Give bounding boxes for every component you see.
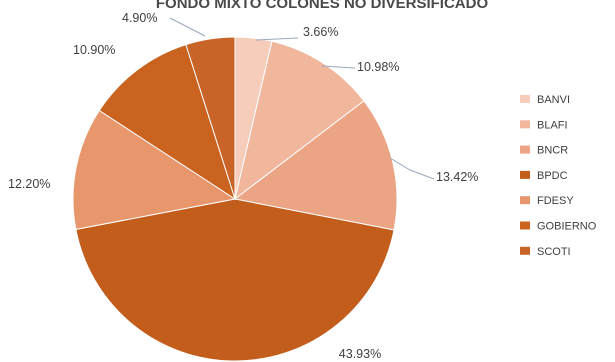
leader-line-bncr <box>389 157 435 180</box>
leader-line-scoti <box>169 17 206 37</box>
legend-swatch-bpdc <box>520 170 530 179</box>
pie-slice-gobierno <box>98 43 236 201</box>
data-label-banvi: 3.66% <box>303 25 338 39</box>
data-label-fdesy: 12.20% <box>8 177 50 191</box>
pie-slice-fdesy <box>72 109 237 230</box>
legend-label-fdesy: FDESY <box>537 195 574 207</box>
legend-swatch-gobierno <box>520 221 530 230</box>
legend-swatch-blafi <box>520 120 530 129</box>
pie-slices <box>72 36 398 362</box>
legend-label-gobierno: GOBIERNO <box>537 221 597 233</box>
legend-label-blafi: BLAFI <box>537 119 568 131</box>
legend-swatch-scoti <box>520 246 530 255</box>
legend-label-scoti: SCOTI <box>537 246 571 258</box>
legend-label-bncr: BNCR <box>537 145 568 157</box>
legend: BANVI BLAFI BNCR BPDC FDESY GOBIERNO SCOTI <box>520 94 597 258</box>
legend-label-bpdc: BPDC <box>537 170 568 182</box>
leader-line-banvi <box>255 37 299 41</box>
pie-slice-bpdc <box>75 198 395 362</box>
pie-slice-bncr <box>233 100 398 231</box>
pie-slice-scoti <box>185 36 236 200</box>
data-label-scoti: 4.90% <box>122 11 157 25</box>
legend-swatch-fdesy <box>520 196 530 205</box>
data-label-gobierno: 10.90% <box>73 43 115 57</box>
leader-lines <box>169 17 435 180</box>
data-label-bncr: 13.42% <box>436 170 478 184</box>
data-label-bpdc: 43.93% <box>339 347 381 361</box>
pie-slice-blafi <box>234 40 365 201</box>
legend-swatch-bncr <box>520 145 530 154</box>
data-labels: 3.66% 10.98% 13.42% 43.93% 12.20% 10.90% 4.90% <box>8 11 478 361</box>
chart-title: FONDO MIXTO COLONES NO DIVERSIFICADO <box>156 0 489 12</box>
legend-swatch-banvi <box>520 95 530 103</box>
data-label-blafi: 10.98% <box>357 60 399 74</box>
leader-line-blafi <box>321 65 356 69</box>
legend-label-banvi: BANVI <box>537 94 570 106</box>
